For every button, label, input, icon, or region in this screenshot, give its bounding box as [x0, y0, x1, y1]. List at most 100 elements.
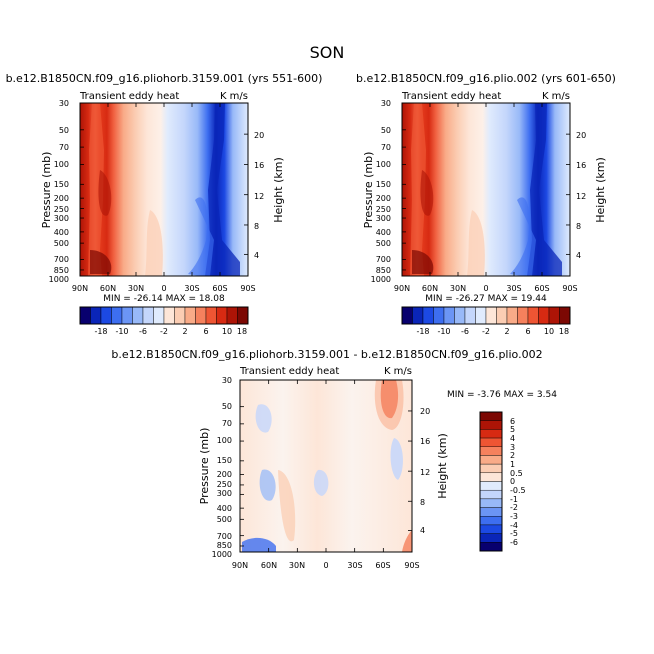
panel-3-x-tick-label: 90N [232, 561, 248, 570]
colorbar-swatch [216, 306, 228, 325]
panel-3-y-tick-label: 1000 [212, 550, 232, 559]
panel-3-height-tick-label: 16 [420, 437, 430, 446]
colorbar-swatch [548, 306, 560, 325]
panel-2-y-tick-label: 1000 [371, 275, 391, 284]
panel-1-shading-blue-core [205, 103, 240, 276]
colorbar-swatch [479, 472, 503, 482]
panel-2-x-tick-label: 90N [394, 284, 410, 293]
panel-1-y-tick-label: 300 [54, 214, 69, 223]
panel-2-y-tick-label: 400 [376, 228, 391, 237]
colorbar-diff-label: 2 [510, 451, 515, 460]
panel-1-shading-red-mid [98, 170, 112, 216]
panel-2-ylabel: Pressure (mb) [362, 152, 375, 229]
colorbar-swatch [479, 542, 503, 552]
colorbar-swatch [121, 306, 133, 325]
colorbar-swatch [479, 489, 503, 500]
panel-2-height-tick-label: 8 [576, 222, 581, 231]
colorbar-swatch [479, 437, 503, 447]
panel-1-shading-red-low [90, 250, 112, 274]
panel-3-shading-red-upper-halo [374, 380, 404, 430]
colorbar-swatch [496, 306, 508, 325]
panel-2-y-tick-label: 200 [376, 194, 391, 203]
panel-3-y-right-tick-labels: 20 16 12 8 4 [420, 407, 430, 535]
colorbar-2-label: 2 [504, 327, 509, 336]
panel-1-y-tick-label: 50 [59, 126, 69, 135]
colorbar-2-label: -18 [416, 327, 429, 336]
panel-1-x-tick-label: 90N [72, 284, 88, 293]
colorbar-1: -18 -10 -6 -2 2 6 10 18 [79, 306, 249, 336]
colorbar-swatch [475, 306, 487, 325]
colorbar-diff-label: 0 [510, 477, 515, 486]
panel-2-y-tick-label: 700 [376, 255, 391, 264]
colorbar-swatch [464, 306, 476, 325]
panel-1-height-tick-label: 12 [254, 192, 264, 201]
panel-2-x-tick-label: 0 [483, 284, 488, 293]
colorbar-swatch [479, 507, 503, 517]
colorbar-swatch [174, 306, 186, 325]
panel-3-shading-red-surface [402, 530, 412, 552]
panel-2-y-tick-label: 50 [381, 126, 391, 135]
panel-3-shading-blue-2 [259, 469, 276, 501]
panel-2-shading-blue-core [527, 103, 562, 276]
panel-2-shading-red-low [412, 250, 434, 274]
panel-1-y-tick-label: 250 [54, 205, 69, 214]
panel-3-shading-red-tropics [278, 470, 296, 542]
panel-1-y-tick-label: 150 [54, 180, 69, 189]
panel-3-height-tick-label: 4 [420, 526, 425, 535]
colorbar-1-label: 10 [222, 327, 232, 336]
panel-2-shading-tropics [467, 210, 485, 276]
panel-1-y-tick-label: 400 [54, 228, 69, 237]
colorbar-1-label: -2 [160, 327, 168, 336]
panel-2-x-tick-label: 60N [422, 284, 438, 293]
panel-1-y-tick-label: 1000 [49, 275, 69, 284]
colorbar-swatch [538, 306, 550, 325]
colorbar-swatch [443, 306, 455, 325]
colorbar-swatch [517, 306, 529, 325]
colorbar-diff-label: -5 [510, 529, 518, 538]
colorbar-1-label: -10 [115, 327, 128, 336]
panel-1: b.e12.B1850CN.f09_g16.pliohorb.3159.001 … [6, 72, 323, 304]
panel-3-y-tick-label: 250 [217, 480, 232, 489]
panel-3-stats: MIN = -3.76 MAX = 3.54 [447, 390, 557, 400]
panel-2-y-tick-label: 30 [381, 99, 391, 108]
panel-2-height-tick-label: 16 [576, 161, 586, 170]
panel-1-stats: MIN = -26.14 MAX = 18.08 [103, 294, 225, 304]
panel-3-shading-blue-4 [390, 438, 403, 480]
panel-2-subtitle-right: K m/s [542, 91, 570, 102]
colorbar-diff-label: -2 [510, 503, 518, 512]
panel-3-y-tick-label: 400 [217, 504, 232, 513]
panel-1-y-tick-label: 850 [54, 266, 69, 275]
colorbar-swatch [163, 306, 175, 325]
colorbar-swatch [111, 306, 123, 325]
panel-2-x-tick-label: 30N [450, 284, 466, 293]
colorbar-diff-label: -0.5 [510, 486, 526, 495]
colorbar-diff-label: 3 [510, 443, 515, 452]
panel-3-y-tick-label: 700 [217, 532, 232, 541]
colorbar-diff-swatches [479, 411, 503, 552]
panel-1-y-tick-label: 500 [54, 239, 69, 248]
panel-1-shading-red-core [88, 103, 104, 276]
colorbar-diff: 6 5 4 3 2 1 0.5 0 -0.5 -1 -2 -3 -4 -5 -6 [479, 411, 526, 552]
panel-3-x-tick-labels: 90N 60N 30N 0 30S 60S 90S [232, 561, 420, 570]
colorbar-diff-label: -6 [510, 538, 518, 547]
panel-2-y-tick-label: 70 [381, 143, 391, 152]
colorbar-swatch [506, 306, 518, 325]
panel-1-y-tick-labels: 30 50 70 100 150 200 250 300 400 500 700… [49, 99, 69, 284]
colorbar-diff-labels: 6 5 4 3 2 1 0.5 0 -0.5 -1 -2 -3 -4 -5 -6 [510, 417, 526, 547]
colorbar-2: -18 -10 -6 -2 2 6 10 18 [401, 306, 571, 336]
panel-2-y-tick-label: 300 [376, 214, 391, 223]
colorbar-swatch [422, 306, 434, 325]
panel-1-y-tick-label: 200 [54, 194, 69, 203]
colorbar-1-label: -6 [139, 327, 147, 336]
panel-2-shading-red-core [410, 103, 426, 276]
panel-2-height-tick-label: 12 [576, 192, 586, 201]
panel-1-x-tick-label: 0 [161, 284, 166, 293]
panel-1-x-tick-label: 90S [240, 284, 255, 293]
colorbar-swatch [479, 516, 503, 526]
colorbar-swatch [527, 306, 539, 325]
panel-3-y-tick-label: 300 [217, 489, 232, 498]
panel-1-ylabel: Pressure (mb) [40, 152, 53, 229]
panel-2-shading-red-mid [420, 170, 434, 216]
panel-3-subtitle-left: Transient eddy heat [239, 366, 339, 377]
